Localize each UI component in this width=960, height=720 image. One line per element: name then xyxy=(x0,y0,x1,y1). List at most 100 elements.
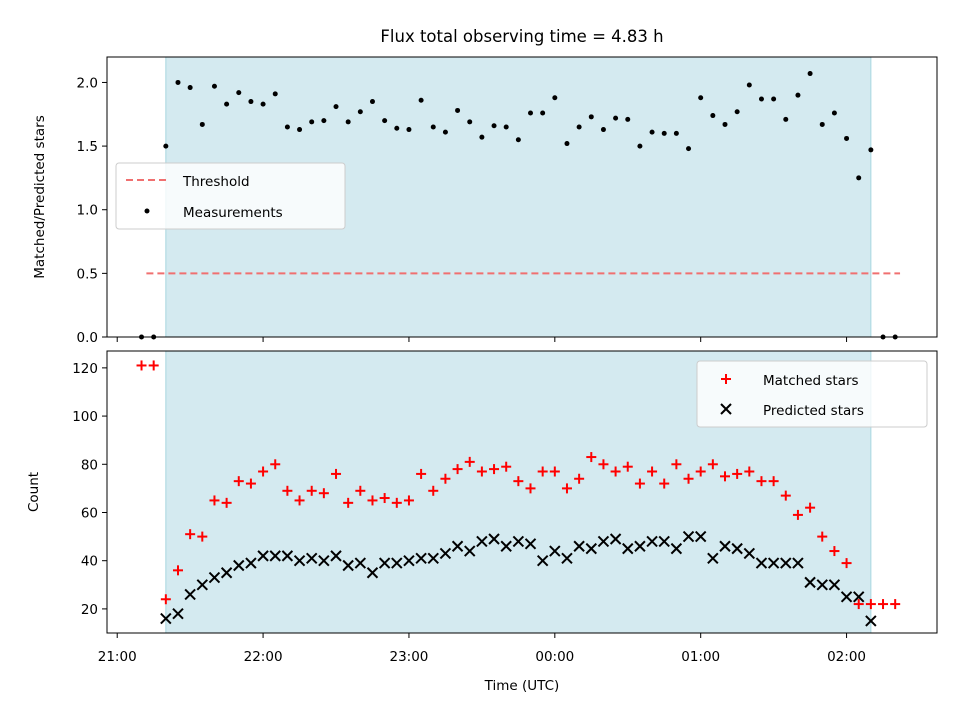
measurement-point xyxy=(588,114,594,120)
predicted-star-point xyxy=(330,550,342,562)
x-b xyxy=(488,533,500,545)
x-b xyxy=(476,535,488,548)
measurement-point xyxy=(503,124,509,130)
predicted-star-point xyxy=(257,550,269,562)
predicted-star-point xyxy=(719,540,731,552)
count-y-tick-label: 120 xyxy=(72,361,98,377)
predicted-star-point xyxy=(293,554,306,567)
predicted-star-point xyxy=(281,550,294,562)
matched-star-point xyxy=(659,478,670,489)
predicted-star-point xyxy=(670,542,683,555)
x-b xyxy=(658,535,670,548)
predicted-star-point xyxy=(160,612,172,625)
matched-star-point xyxy=(379,493,390,504)
legend-matched-label: Matched stars xyxy=(763,373,859,389)
matched-star-point xyxy=(416,468,427,479)
measurement-point xyxy=(710,113,716,119)
predicted-star-point xyxy=(585,542,597,555)
measurement-point xyxy=(175,79,181,85)
legend-plus-marker xyxy=(721,374,731,384)
matched-star-point xyxy=(598,459,609,470)
ratio-y-ticks: 0.0 0.5 1.0 1.5 2.0 xyxy=(77,75,107,346)
x-b xyxy=(646,535,658,548)
measurement-point xyxy=(758,96,764,102)
x-b xyxy=(804,576,816,589)
x-b xyxy=(293,554,306,567)
predicted-star-point xyxy=(427,552,439,564)
matched-star-point xyxy=(805,502,816,513)
predicted-star-point xyxy=(184,588,196,601)
matched-star-point xyxy=(172,565,183,576)
x-b xyxy=(330,550,342,562)
matched-star-point xyxy=(331,468,342,479)
measurement-point xyxy=(491,123,497,129)
x-b xyxy=(597,535,610,548)
predicted-star-point xyxy=(597,535,610,548)
matched-star-point xyxy=(683,473,694,484)
count-y-ticks: 20 40 60 80 100 120 xyxy=(72,361,107,618)
predicted-stars-points xyxy=(160,530,877,627)
measurement-point xyxy=(746,82,752,88)
predicted-star-point xyxy=(622,542,634,555)
predicted-star-point xyxy=(476,535,488,548)
measurement-point xyxy=(844,135,850,141)
x-b xyxy=(318,554,330,567)
x-b xyxy=(682,530,695,543)
x-b xyxy=(670,542,683,555)
measurement-point xyxy=(528,110,534,116)
matched-star-point xyxy=(270,459,281,470)
ratio-y-tick-label: 1.0 xyxy=(77,203,98,219)
count-legend-box xyxy=(696,360,928,428)
measurement-point xyxy=(394,125,400,131)
x-b xyxy=(220,567,233,579)
ratio-legend: Threshold Measurements xyxy=(115,162,346,230)
matched-star-point xyxy=(464,456,475,467)
matched-star-point xyxy=(744,466,755,477)
matched-star-point xyxy=(671,459,682,470)
predicted-star-point xyxy=(305,552,318,564)
measurement-point xyxy=(418,97,424,103)
matched-star-point xyxy=(525,483,536,494)
matched-star-point xyxy=(245,478,256,489)
matched-star-point xyxy=(890,599,901,610)
measurement-point xyxy=(455,107,461,113)
measurement-point xyxy=(382,118,388,124)
x-b xyxy=(233,559,245,572)
measurement-point xyxy=(783,116,789,122)
count-y-axis-label: Count xyxy=(26,472,42,512)
count-x-tick-label: 01:00 xyxy=(681,649,720,665)
matched-star-point xyxy=(865,599,876,610)
measurement-point xyxy=(272,91,278,97)
measurement-point xyxy=(163,143,169,149)
measurement-point xyxy=(795,92,801,98)
predicted-star-point xyxy=(694,530,707,543)
measurement-point xyxy=(369,99,375,105)
measurement-point xyxy=(649,129,655,135)
count-y-tick-label: 20 xyxy=(81,602,98,618)
ratio-axes-frame xyxy=(106,56,938,338)
predicted-star-point xyxy=(536,554,549,567)
measurement-point xyxy=(224,101,230,107)
measurement-point xyxy=(309,119,315,125)
predicted-star-point xyxy=(403,554,415,567)
matched-star-point xyxy=(634,478,645,489)
matched-star-point xyxy=(792,509,803,520)
count-x-tick-label: 00:00 xyxy=(535,649,574,665)
matched-star-point xyxy=(622,461,633,472)
matched-star-point xyxy=(282,485,293,496)
measurement-point xyxy=(868,147,874,153)
matched-star-point xyxy=(233,476,244,487)
x-b xyxy=(755,557,768,569)
matched-star-point xyxy=(452,464,463,475)
matched-star-point xyxy=(817,531,828,542)
matched-star-point xyxy=(391,497,402,508)
matched-star-point xyxy=(574,473,585,484)
count-axes-frame xyxy=(106,350,938,634)
predicted-star-point xyxy=(269,550,281,562)
measurement-point xyxy=(260,101,266,107)
measurement-point xyxy=(661,130,667,136)
matched-star-point xyxy=(185,529,196,540)
measurement-point xyxy=(576,124,582,130)
predicted-star-point xyxy=(658,535,670,548)
count-y-tick-label: 40 xyxy=(81,554,98,570)
